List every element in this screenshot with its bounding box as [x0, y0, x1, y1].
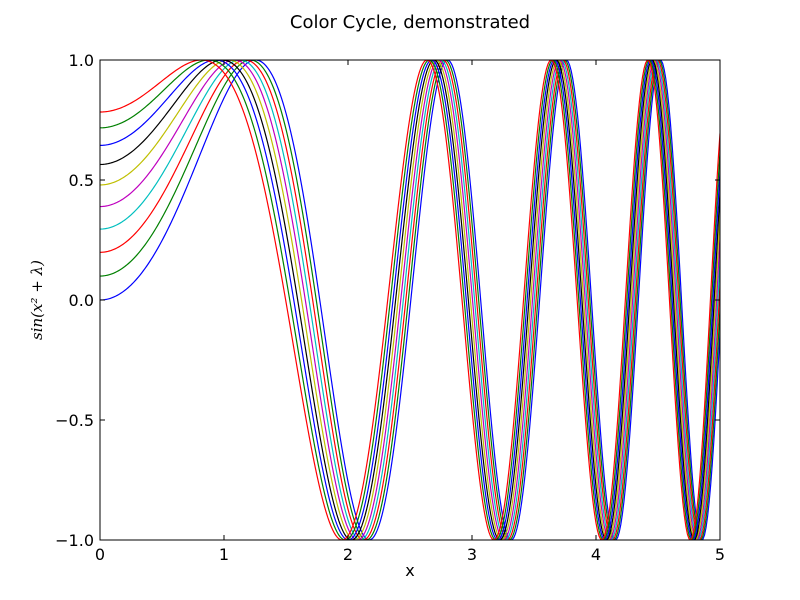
- y-axis-label: sin(x² + λ): [28, 260, 46, 340]
- x-axis-label: x: [405, 561, 414, 580]
- series-line-7: [100, 60, 720, 540]
- series-line-8: [100, 60, 720, 540]
- x-tick-label-4: 4: [591, 545, 601, 564]
- series-line-2: [100, 60, 720, 540]
- x-tick-label-3: 3: [467, 545, 477, 564]
- series-line-0: [100, 60, 720, 540]
- series-line-1: [100, 60, 720, 540]
- y-tick-label-1: −0.5: [55, 411, 94, 430]
- x-tick-label-5: 5: [715, 545, 725, 564]
- x-tick-label-2: 2: [343, 545, 353, 564]
- tick-labels-layer: 0 1 2 3 4 5 −1.0 −0.5 0.0 0.5 1.0: [55, 51, 725, 564]
- x-tick-label-0: 0: [95, 545, 105, 564]
- chart-title: Color Cycle, demonstrated: [290, 12, 530, 33]
- y-tick-label-3: 0.5: [69, 171, 94, 190]
- series-layer: [100, 60, 720, 540]
- series-line-4: [100, 60, 720, 540]
- series-line-3: [100, 60, 720, 540]
- y-tick-label-0: −1.0: [55, 531, 94, 550]
- x-tick-label-1: 1: [219, 545, 229, 564]
- ticks-layer: [99, 59, 721, 541]
- y-tick-label-4: 1.0: [69, 51, 94, 70]
- y-tick-label-2: 0.0: [69, 291, 94, 310]
- series-line-6: [100, 60, 720, 540]
- series-line-5: [100, 60, 720, 540]
